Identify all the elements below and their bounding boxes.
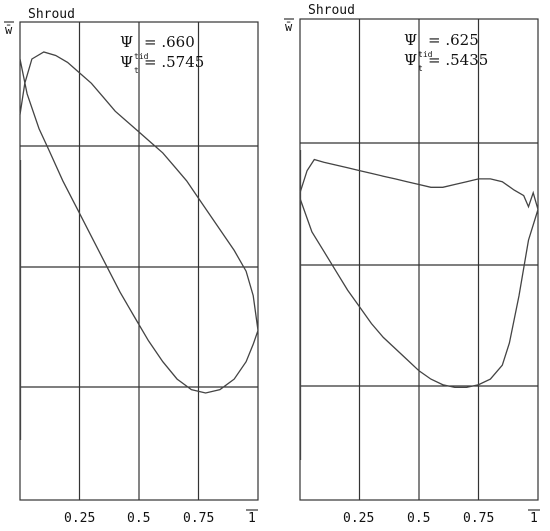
psi-value: = .625 (428, 31, 479, 49)
series-line-1 (19, 51, 259, 331)
chart-title: Shroud (308, 3, 355, 18)
psit-subscript: t (418, 64, 423, 73)
x-tick-050: 0.5 (127, 511, 150, 526)
psi-annotation: Ψ = .660 Ψ tid t = .5745 (120, 33, 204, 75)
psi-symbol: Ψ (404, 31, 417, 49)
psi-value: = .660 (144, 33, 195, 51)
y-axis-label: w̄ (5, 23, 13, 37)
psit-superscript: tid (134, 52, 149, 61)
psit-symbol: Ψ (120, 53, 133, 71)
x-tick-075: 0.75 (463, 511, 494, 526)
psit-value: = .5745 (144, 53, 204, 71)
x-tick-1: 1 (248, 511, 256, 526)
psi-annotation: Ψ = .625 Ψ tid t = .5435 (404, 31, 488, 73)
series-line-2 (19, 58, 259, 394)
psit-symbol: Ψ (404, 51, 417, 69)
chart-right: Shroud w̄ Ψ = .625 Ψ tid t = .5435 0.25 … (284, 3, 540, 526)
psit-value: = .5435 (428, 51, 488, 69)
psit-superscript: tid (418, 50, 433, 59)
y-axis-label: w̄ (285, 20, 293, 34)
series-group (299, 150, 539, 460)
x-tick-025: 0.25 (343, 511, 374, 526)
x-tick-1: 1 (530, 511, 538, 526)
series-line-2 (299, 198, 539, 389)
psit-subscript: t (134, 66, 139, 75)
psi-symbol: Ψ (120, 33, 133, 51)
series-group (19, 51, 259, 440)
x-tick-050: 0.5 (407, 511, 430, 526)
x-tick-025: 0.25 (64, 511, 95, 526)
x-tick-075: 0.75 (183, 511, 214, 526)
chart-title: Shroud (28, 7, 75, 22)
chart-left: Shroud w̄ Ψ = .660 Ψ tid t = .5745 0.25 … (4, 7, 259, 526)
series-line-1 (299, 158, 539, 210)
